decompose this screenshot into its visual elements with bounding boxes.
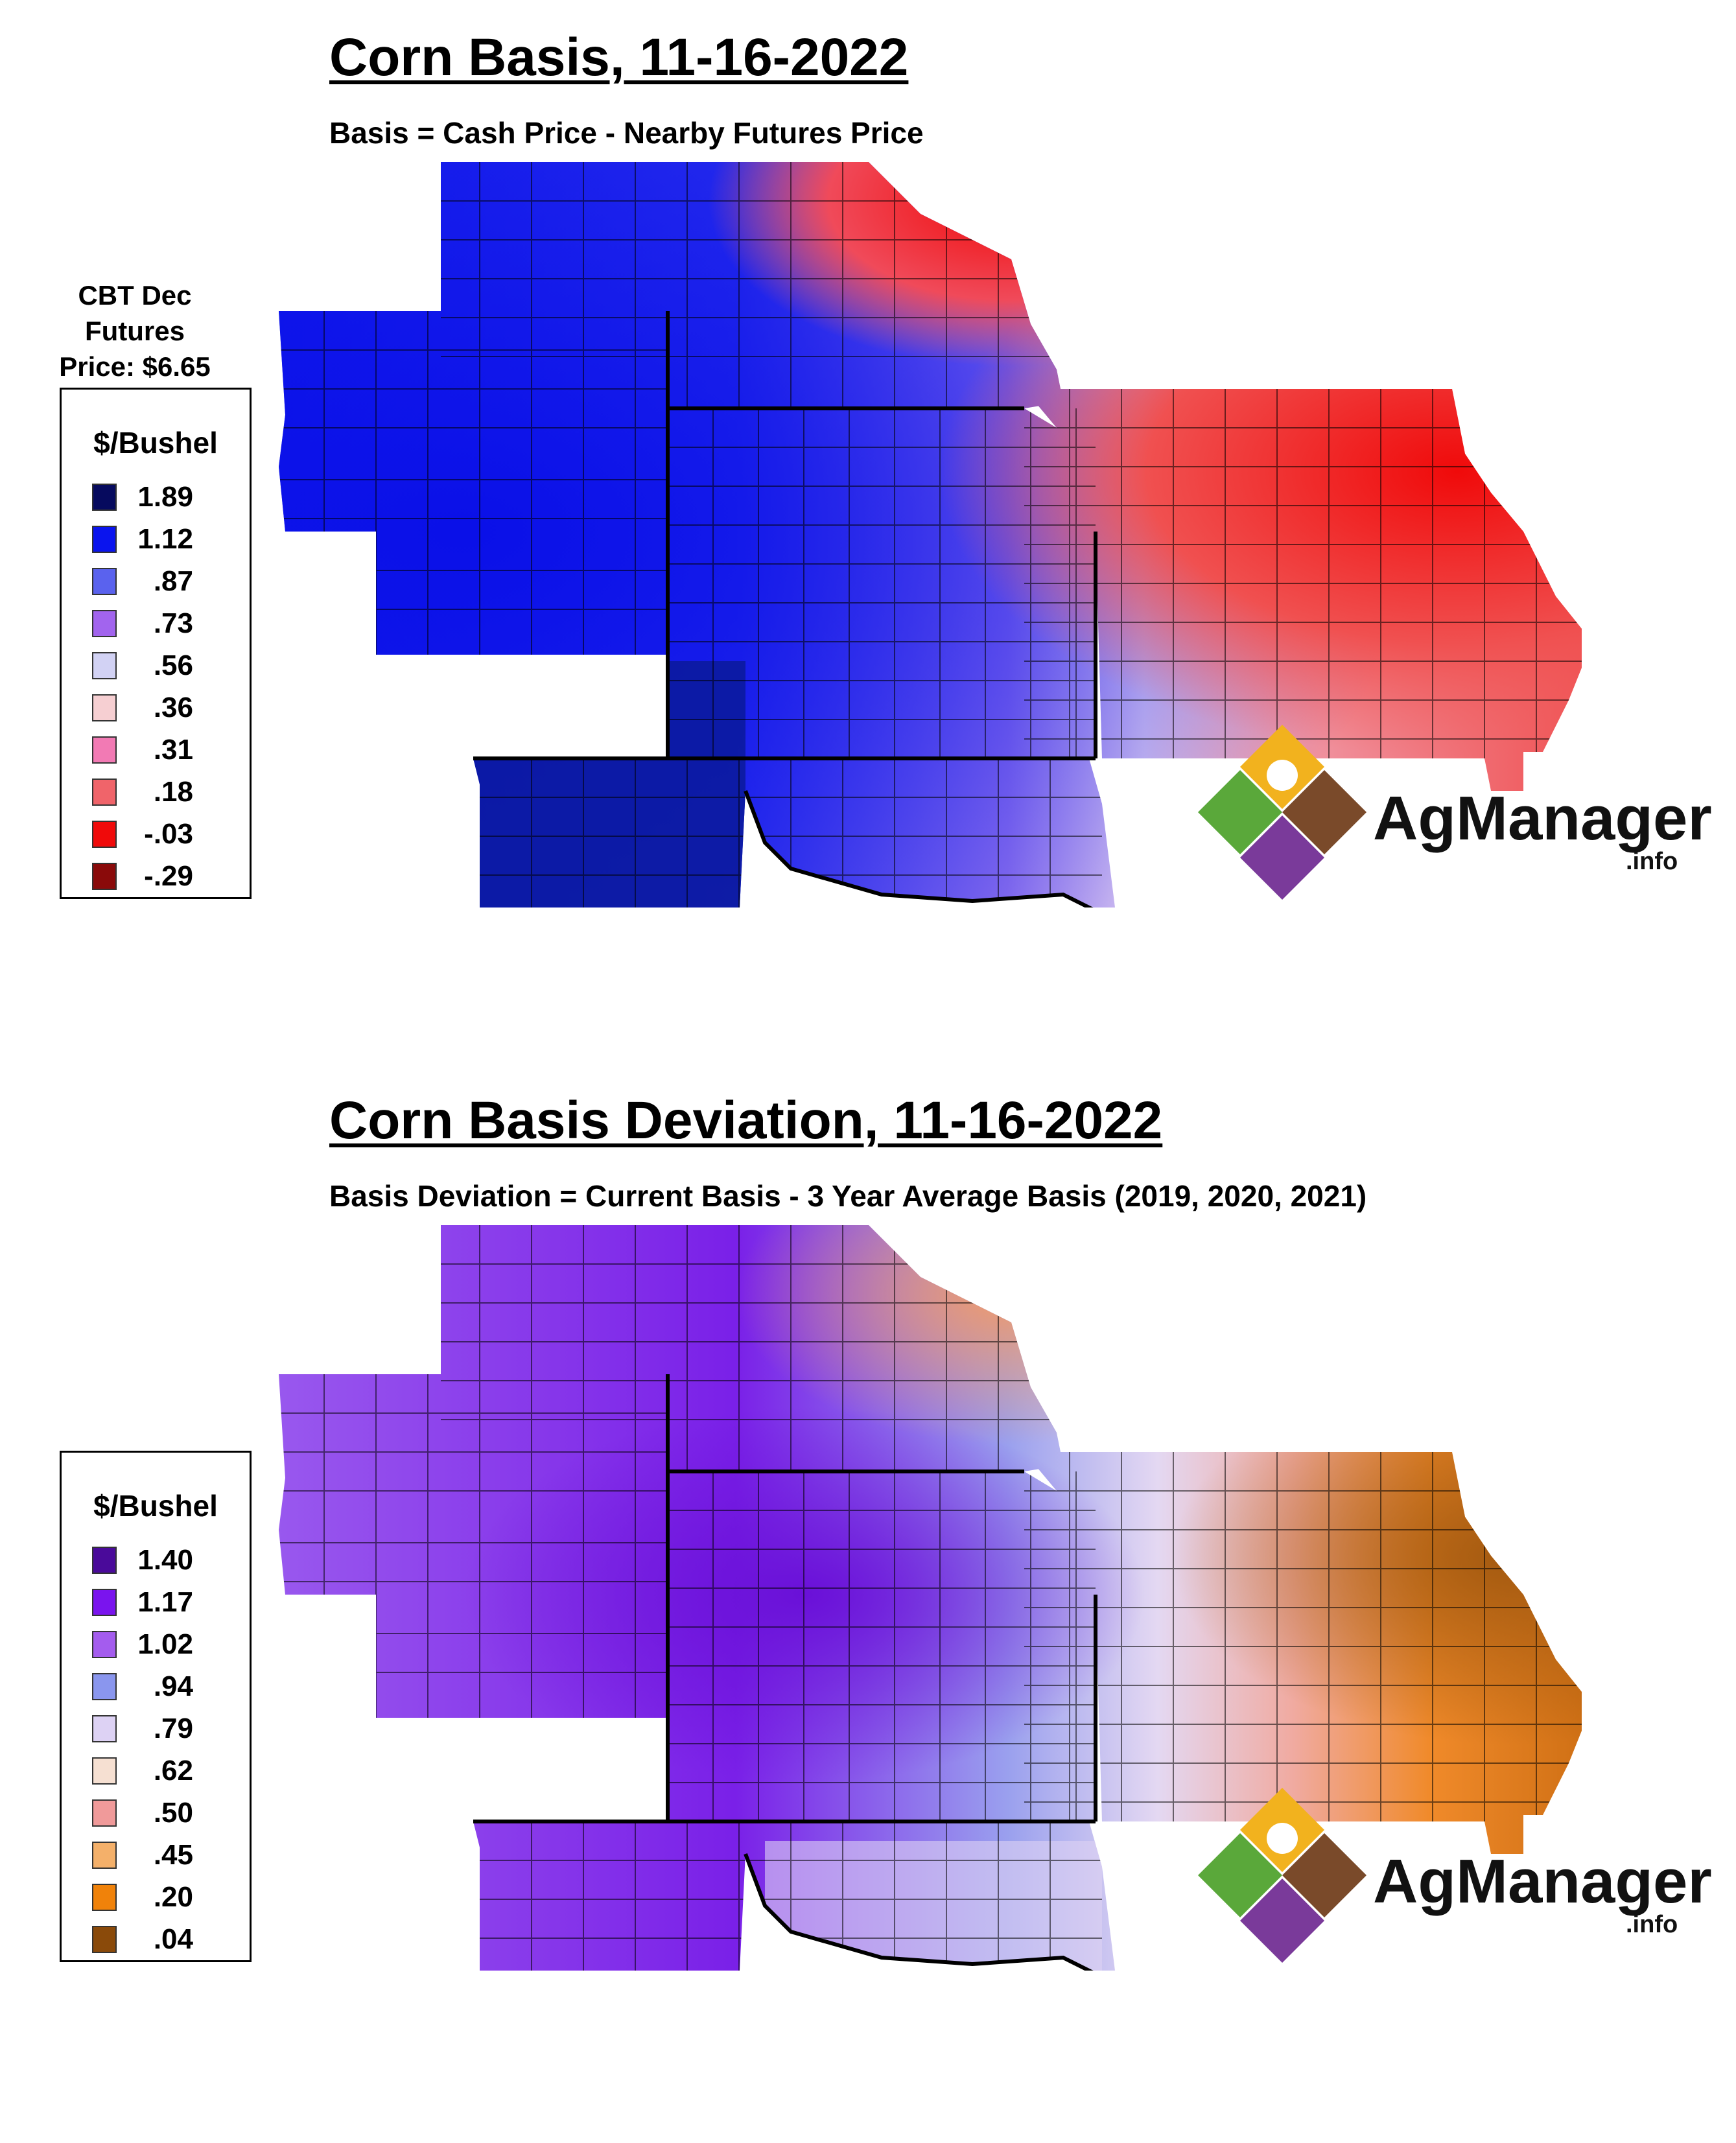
legend-item: .20 (62, 1876, 250, 1918)
legend-value: -.29 (144, 860, 193, 892)
logo-name: AgManager (1373, 1847, 1712, 1916)
legend-swatch (92, 736, 117, 764)
legend-value: .45 (153, 1838, 193, 1871)
legend-item: 1.40 (62, 1539, 250, 1581)
corn-basis-deviation-panel: Corn Basis Deviation, 11-16-2022 Basis D… (0, 1063, 1736, 2126)
legend-swatch (92, 525, 117, 553)
logo-suffix: .info (1626, 848, 1678, 875)
legend-item: .79 (62, 1707, 250, 1750)
legend-swatch (92, 1672, 117, 1700)
legend-swatch (92, 862, 117, 890)
map-subtitle: Basis Deviation = Current Basis - 3 Year… (329, 1179, 1367, 1213)
legend-value: .56 (153, 649, 193, 681)
logo-emblem-icon (1198, 725, 1367, 900)
legend-item: .56 (62, 644, 250, 686)
legend-value: 1.12 (137, 522, 193, 555)
legend-swatch (92, 483, 117, 511)
legend-item: .62 (62, 1750, 250, 1792)
legend-item: 1.17 (62, 1581, 250, 1623)
basis-map (279, 162, 1582, 908)
futures-price-note: CBT Dec Futures Price: $6.65 (39, 277, 231, 384)
legend-swatch (92, 609, 117, 637)
legend-value: .73 (153, 607, 193, 639)
legend-value: -.03 (144, 817, 193, 850)
legend-swatch (92, 778, 117, 806)
legend-item: .04 (62, 1918, 250, 1960)
futures-line: CBT Dec (78, 280, 192, 310)
legend-swatch (92, 694, 117, 721)
legend-swatch (92, 820, 117, 848)
legend-swatch (92, 1546, 117, 1574)
legend-value: .87 (153, 565, 193, 597)
map-title: Corn Basis, 11-16-2022 (329, 28, 909, 87)
legend-swatch (92, 1588, 117, 1616)
map-title: Corn Basis Deviation, 11-16-2022 (329, 1091, 1163, 1150)
legend-item: -.29 (62, 855, 250, 897)
legend-value: .79 (153, 1712, 193, 1744)
legend-value: .18 (153, 775, 193, 808)
legend-value: .50 (153, 1796, 193, 1829)
legend-title: $/Bushel (93, 1489, 218, 1523)
agmanager-logo: AgManager .info (1198, 725, 1712, 900)
legend-item: .94 (62, 1665, 250, 1707)
logo-name: AgManager (1373, 784, 1712, 853)
map-subtitle: Basis = Cash Price - Nearby Futures Pric… (329, 116, 924, 150)
legend-item: -.03 (62, 813, 250, 855)
legend-value: 1.89 (137, 480, 193, 513)
legend-item: .50 (62, 1792, 250, 1834)
legend-swatch (92, 1630, 117, 1658)
basis-deviation-map (279, 1225, 1582, 1971)
legend-swatch (92, 1757, 117, 1785)
legend-value: .31 (153, 733, 193, 766)
futures-line: Price: $6.65 (59, 351, 211, 382)
legend-title: $/Bushel (93, 426, 218, 460)
legend-swatch (92, 1883, 117, 1911)
legend-item: .45 (62, 1834, 250, 1876)
legend-item: .73 (62, 602, 250, 644)
legend-value: .94 (153, 1670, 193, 1702)
legend-value: .62 (153, 1754, 193, 1786)
legend-swatch (92, 1925, 117, 1953)
legend-value: 1.40 (137, 1543, 193, 1576)
logo-emblem-icon (1198, 1788, 1367, 1963)
legend-value: 1.17 (137, 1586, 193, 1618)
legend-swatch (92, 1715, 117, 1742)
legend-swatch (92, 1841, 117, 1869)
futures-line: Futures (84, 316, 185, 346)
legend-swatch (92, 1799, 117, 1827)
legend-value: .04 (153, 1923, 193, 1955)
legend-item: .36 (62, 686, 250, 729)
legend-item: 1.12 (62, 518, 250, 560)
legend-swatch (92, 567, 117, 595)
legend-value: 1.02 (137, 1628, 193, 1660)
agmanager-logo: AgManager .info (1198, 1788, 1712, 1963)
legend-item: 1.89 (62, 476, 250, 518)
corn-basis-panel: Corn Basis, 11-16-2022 Basis = Cash Pric… (0, 0, 1736, 1063)
logo-suffix: .info (1626, 1911, 1678, 1938)
legend-value: .36 (153, 691, 193, 723)
legend-value: .20 (153, 1880, 193, 1913)
color-legend: $/Bushel 1.40 1.17 1.02 .94 .79 .62 .50 .45 .20.… (60, 1451, 252, 1962)
legend-item: 1.02 (62, 1623, 250, 1665)
legend-item: .18 (62, 771, 250, 813)
legend-item: .87 (62, 560, 250, 602)
legend-swatch (92, 651, 117, 679)
legend-item: .31 (62, 729, 250, 771)
color-legend: $/Bushel 1.89 1.12 .87 .73 .56 .36 .31 .18 -.03 -… (60, 388, 252, 899)
